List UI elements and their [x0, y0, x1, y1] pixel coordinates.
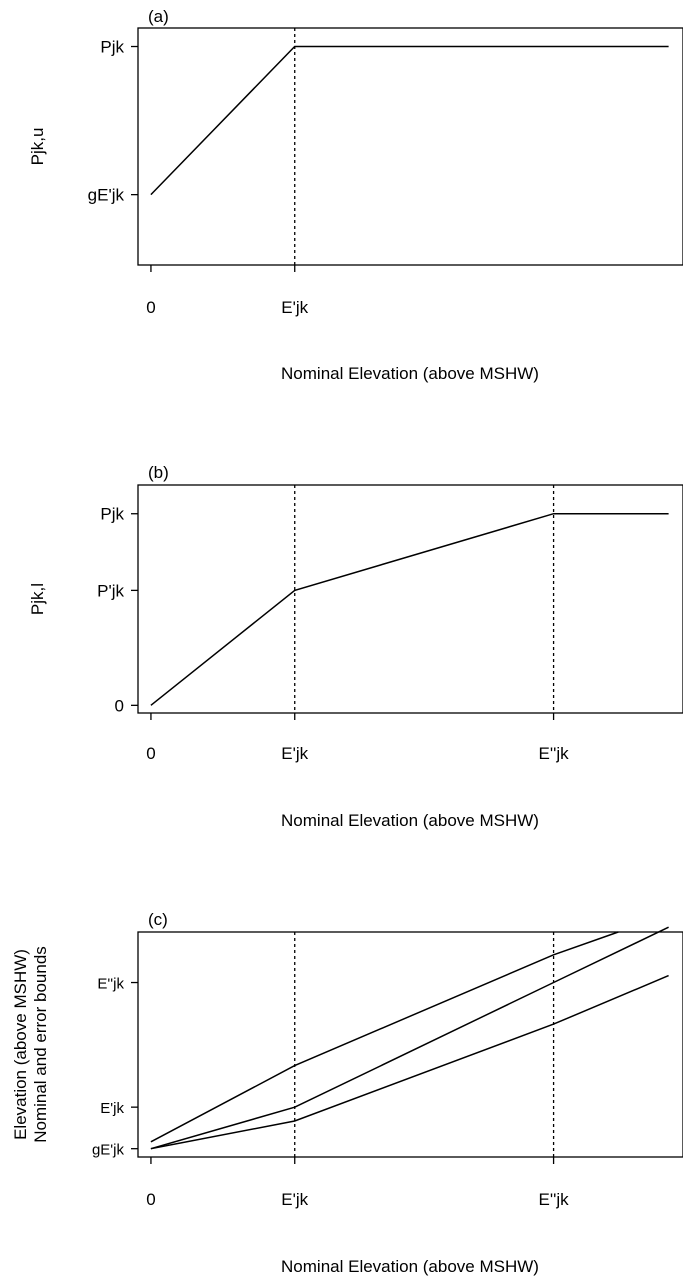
series-line — [150, 926, 669, 1150]
y-axis-label: Elevation (above MSHW)Nominal and error … — [11, 946, 50, 1143]
x-tick-label: E'jk — [281, 298, 308, 317]
y-axis-label-line: Nominal and error bounds — [31, 946, 50, 1143]
y-tick-label: 0 — [115, 696, 124, 715]
y-axis-label: Pjk,l — [28, 583, 47, 615]
x-tick-label: 0 — [146, 744, 155, 763]
y-tick-label: Pjk — [100, 38, 124, 57]
series-line — [150, 512, 669, 706]
y-tick-label: E''jk — [97, 976, 124, 993]
x-axis-label: Nominal Elevation (above MSHW) — [281, 1257, 539, 1276]
panel-label: (c) — [148, 910, 168, 929]
x-tick-label: E''jk — [539, 1190, 570, 1209]
y-tick-label: Pjk — [100, 505, 124, 524]
y-tick-label: gE'jk — [88, 186, 125, 205]
y-axis-label: Pjk,u — [28, 128, 47, 166]
y-tick-label: gE'jk — [92, 1142, 125, 1159]
x-tick-label: E'jk — [281, 1190, 308, 1209]
y-tick-label: P'jk — [97, 581, 124, 600]
x-tick-label: E''jk — [539, 744, 570, 763]
x-axis-label: Nominal Elevation (above MSHW) — [281, 811, 539, 830]
series-line — [150, 45, 669, 196]
x-tick-label: E'jk — [281, 744, 308, 763]
x-tick-label: 0 — [146, 298, 155, 317]
panel-label: (b) — [148, 463, 169, 482]
y-tick-label: E'jk — [100, 1100, 124, 1117]
x-tick-label: 0 — [146, 1190, 155, 1209]
x-axis-label: Nominal Elevation (above MSHW) — [281, 364, 539, 383]
panel-label: (a) — [148, 7, 169, 26]
y-axis-label-line: Elevation (above MSHW) — [11, 949, 30, 1140]
series-line — [150, 974, 669, 1150]
plot-frame — [137, 27, 683, 266]
plot-frame — [137, 931, 683, 1158]
plot-frame — [137, 484, 683, 714]
series-line — [150, 931, 619, 1143]
